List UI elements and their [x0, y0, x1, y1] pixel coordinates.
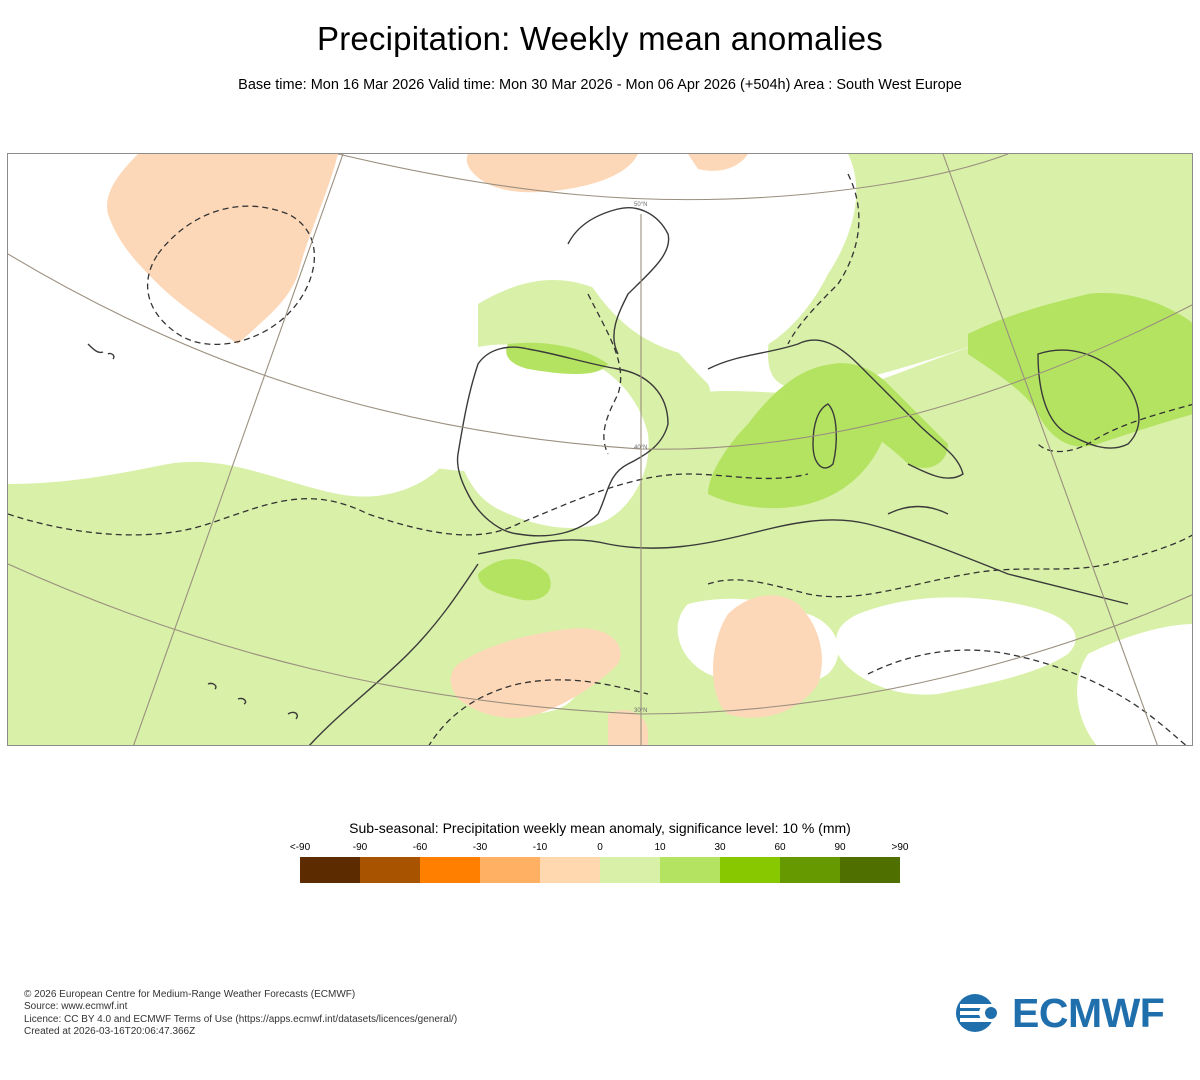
dry-anomaly-british-isles	[466, 154, 638, 193]
dry-anomaly-north-atlantic	[107, 154, 338, 344]
legend-swatch	[600, 857, 660, 883]
legend-swatch	[480, 857, 540, 883]
legend-label: >90	[891, 842, 909, 853]
legend-label: 0	[597, 842, 603, 853]
legend-label: 60	[774, 842, 786, 853]
anomaly-region-0-10-east	[768, 154, 1192, 389]
footer-credits: © 2026 European Centre for Medium-Range …	[24, 989, 457, 1038]
legend-label: <-90	[289, 842, 311, 853]
legend-label: 10	[654, 842, 666, 853]
legend-color-bar	[300, 857, 900, 883]
page-title: Precipitation: Weekly mean anomalies	[316, 20, 884, 57]
ecmwf-logo-icon	[956, 994, 1004, 1032]
coastlines	[87, 207, 1140, 745]
wet-anomaly-atlantic-morocco	[478, 559, 551, 601]
wet-anomaly-italy	[808, 363, 948, 468]
non-significant-egypt	[1077, 624, 1192, 745]
legend-label: -30	[472, 842, 488, 853]
legend-swatch	[780, 857, 840, 883]
legend-swatch	[840, 857, 900, 883]
legend-label: -90	[352, 842, 368, 853]
graticule-label-50n: 50°N	[634, 202, 647, 208]
wet-anomaly-balkans-greece	[968, 293, 1192, 447]
precipitation-anomaly-map[interactable]: 50°N 40°N 30°N	[7, 153, 1193, 746]
legend-labels: <-90 -90 -60 -30 -10 0 10 30 60 90 >90	[290, 842, 920, 856]
copyright-line: © 2026 European Centre for Medium-Range …	[24, 989, 356, 1000]
dry-anomaly-north-sea	[688, 154, 748, 171]
graticule-label-40n: 40°N	[634, 445, 647, 451]
dry-anomaly-atlas	[450, 628, 621, 719]
wet-anomaly-pyrenees	[506, 342, 608, 374]
legend-label: -60	[412, 842, 428, 853]
legend-title: Sub-seasonal: Precipitation weekly mean …	[349, 820, 851, 836]
graticule-label-30n: 30°N	[634, 708, 647, 714]
graticule	[8, 154, 1192, 745]
licence-line: Licence: CC BY 4.0 and ECMWF Terms of Us…	[24, 1013, 458, 1025]
source-line: Source: www.ecmwf.int	[24, 1001, 128, 1013]
created-line: Created at 2026-03-16T20:06:47.366Z	[24, 1025, 196, 1037]
legend-label: 30	[714, 842, 726, 853]
ecmwf-logo[interactable]: ECMWF	[954, 992, 1180, 1034]
legend-swatch	[420, 857, 480, 883]
non-significant-libya	[836, 597, 1076, 695]
non-significant-iberia	[453, 344, 649, 529]
legend-swatch	[360, 857, 420, 883]
dry-anomaly-sahara	[608, 710, 648, 745]
graticule-labels: 50°N 40°N 30°N	[634, 202, 647, 714]
legend-label: -10	[532, 842, 548, 853]
forecast-times-subtitle: Base time: Mon 16 Mar 2026 Valid time: M…	[238, 77, 962, 93]
legend-swatch	[300, 857, 360, 883]
legend-swatch	[660, 857, 720, 883]
significance-contours	[8, 173, 1192, 745]
non-significant-france	[568, 154, 857, 358]
ecmwf-logo-text: ECMWF	[1012, 990, 1165, 1036]
legend-swatch	[540, 857, 600, 883]
legend-swatch	[720, 857, 780, 883]
legend-label: 90	[834, 842, 846, 853]
dry-anomaly-algeria	[713, 595, 822, 718]
